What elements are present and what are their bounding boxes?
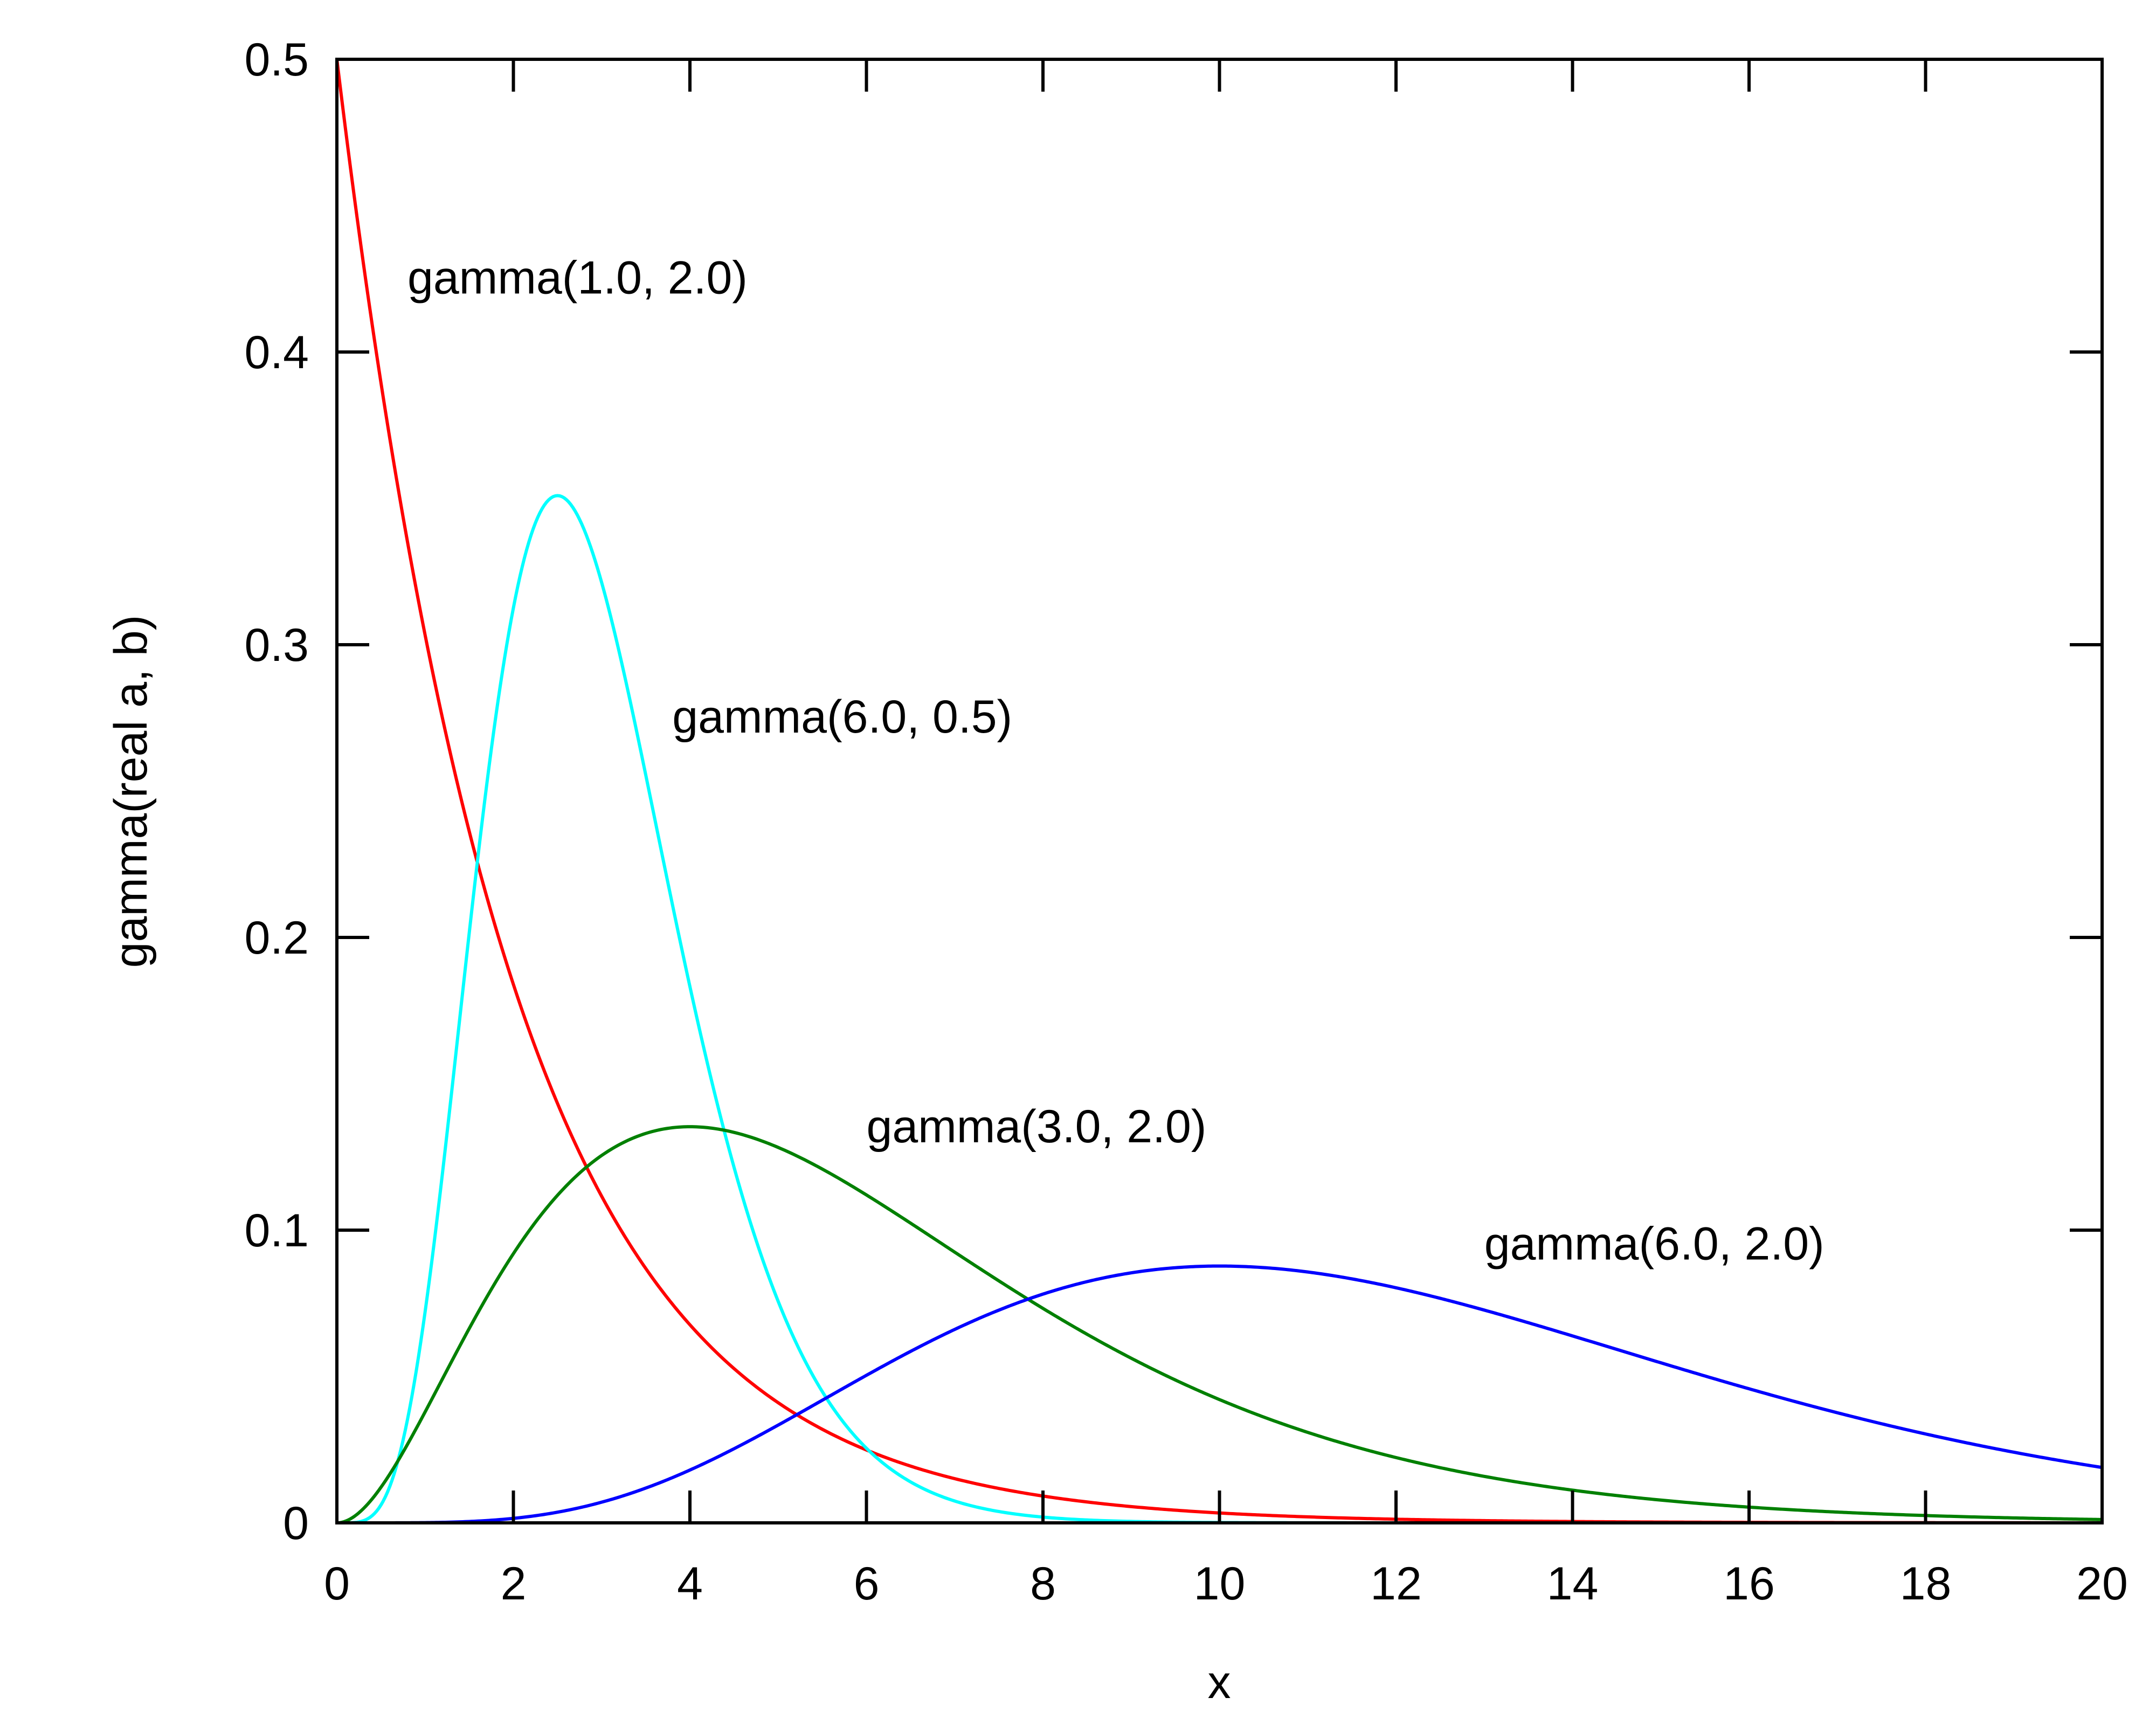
- y-tick-label: 0.5: [244, 34, 309, 86]
- x-tick-label: 10: [1194, 1558, 1246, 1610]
- tick-labels-group: 0 2 4 6 8 10 12 14 16 18 20 0 0.1 0.2 0.3 0.4 0.5: [244, 34, 2127, 1610]
- y-tick-label: 0.1: [244, 1205, 309, 1257]
- x-tick-label: 20: [2076, 1558, 2128, 1610]
- curve-label: gamma(6.0, 2.0): [1484, 1218, 1825, 1269]
- y-tick-label: 0: [283, 1498, 309, 1549]
- x-tick-label: 18: [1900, 1558, 1952, 1610]
- y-axis-title: gamma(real a, b): [105, 615, 157, 968]
- plot-frame: [335, 58, 2104, 1524]
- x-tick-label: 6: [854, 1558, 880, 1610]
- x-tick-label: 2: [501, 1558, 527, 1610]
- x-tick-label: 8: [1030, 1558, 1056, 1610]
- x-tick-label: 4: [677, 1558, 703, 1610]
- curve-label: gamma(6.0, 0.5): [672, 691, 1012, 743]
- curve-labels-group: gamma(1.0, 2.0) gamma(6.0, 0.5) gamma(3.0,…: [407, 252, 1825, 1269]
- x-tick-label: 16: [1723, 1558, 1775, 1610]
- y-tick-label: 0.2: [244, 912, 309, 964]
- y-tick-label: 0.3: [244, 619, 309, 671]
- ticks-group: [337, 59, 2102, 1523]
- series-line-gamma-3-0-2-0: [336, 1125, 2103, 1524]
- x-tick-label: 14: [1547, 1558, 1599, 1610]
- x-tick-label: 12: [1370, 1558, 1422, 1610]
- y-tick-label: 0.4: [244, 327, 309, 378]
- x-tick-label: 0: [324, 1558, 350, 1610]
- curve-label: gamma(1.0, 2.0): [407, 252, 748, 303]
- curve-label: gamma(3.0, 2.0): [867, 1101, 1207, 1153]
- series-line-gamma-6-0-2-0: [337, 1264, 2103, 1524]
- x-axis-title: x: [1208, 1657, 1231, 1708]
